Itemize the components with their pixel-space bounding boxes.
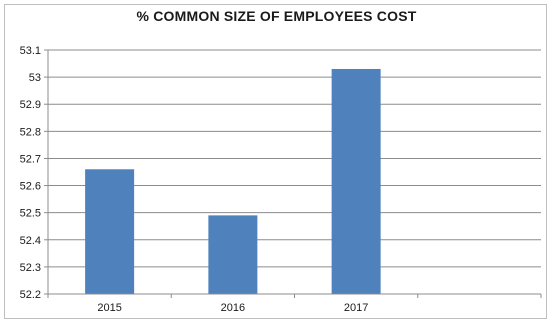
y-tick-label: 52.6 (20, 181, 41, 193)
y-tick-label: 52.7 (20, 153, 41, 165)
x-tick-label: 2015 (97, 302, 121, 314)
y-tick-label: 53 (29, 72, 41, 84)
x-tick-label: 2017 (344, 302, 368, 314)
y-tick-label: 52.3 (20, 262, 41, 274)
y-tick-label: 53.1 (20, 45, 41, 57)
y-tick-label: 52.4 (20, 235, 41, 247)
y-tick-label: 52.2 (20, 289, 41, 301)
y-tick-label: 52.8 (20, 126, 41, 138)
bar-2017 (331, 68, 381, 294)
x-tick-label: 2016 (221, 302, 245, 314)
y-tick-label: 52.5 (20, 208, 41, 220)
axes (47, 50, 542, 298)
y-tick-label: 52.9 (20, 99, 41, 111)
chart-title: % COMMON SIZE OF EMPLOYEES COST (136, 8, 417, 24)
x-tick-labels: 2015 2016 2017 (97, 302, 368, 314)
bar-2015 (85, 169, 135, 294)
y-tick-labels: 53.1 53 52.9 52.8 52.7 52.6 52.5 52.4 52.3 52.2 (20, 45, 41, 301)
bar-2016 (208, 215, 258, 294)
bars (85, 68, 381, 294)
